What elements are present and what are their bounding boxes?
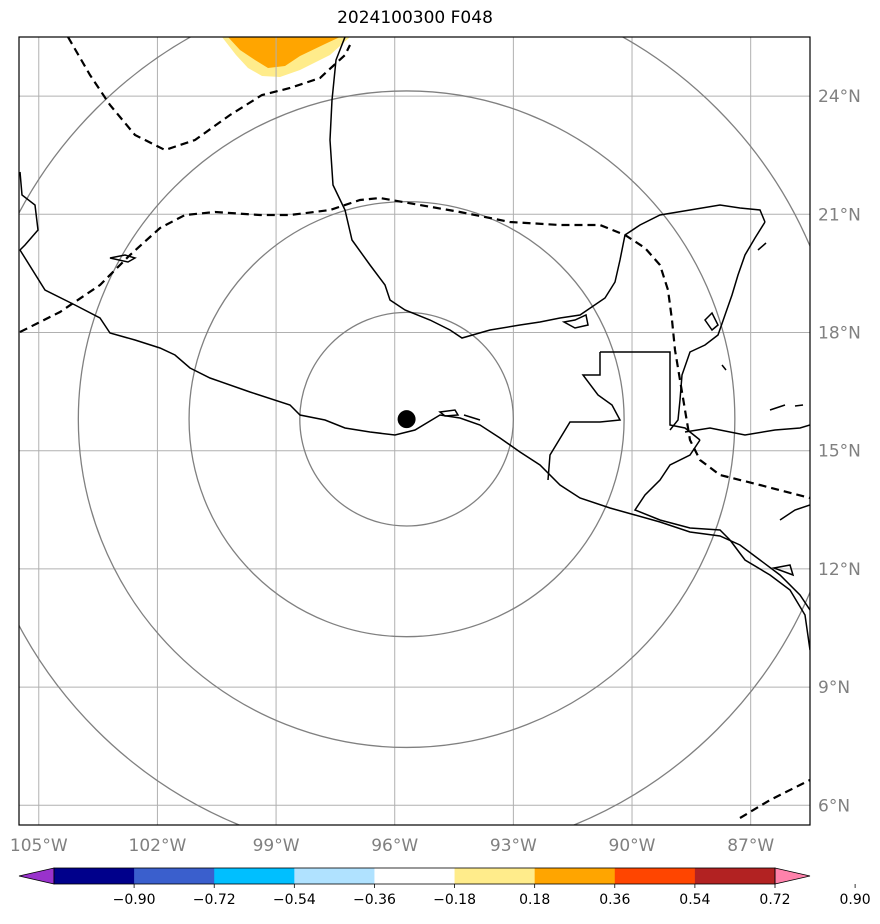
coastlines [19, 37, 810, 651]
colorbar-extend-low [18, 867, 55, 885]
colorbar: −0.90 −0.72 −0.54 −0.36 −0.18 0.18 0.36 0.54 0.7… [18, 867, 871, 908]
colorbar-tick-label: −0.54 [273, 892, 316, 908]
longitude-tick-label: 87°W [727, 836, 774, 856]
longitude-labels: 105°W 102°W 99°W 96°W 93°W 90°W 87°W [10, 836, 774, 856]
range-rings [19, 37, 810, 825]
colorbar-tick-label: −0.36 [353, 892, 396, 908]
anomaly-shading-strong [228, 37, 340, 68]
latitude-tick-label: 15°N [818, 442, 861, 462]
latitude-tick-label: 21°N [818, 205, 861, 225]
latitude-labels: 6°N 9°N 12°N 15°N 18°N 21°N 24°N [818, 87, 861, 816]
colorbar-segment [214, 868, 295, 884]
colorbar-segment [134, 868, 215, 884]
colorbar-segment [374, 868, 456, 884]
colorbar-segment [694, 868, 776, 884]
map-frame [18, 36, 811, 826]
longitude-tick-label: 90°W [609, 836, 656, 856]
colorbar-segment [54, 868, 135, 884]
colorbar-segment [534, 868, 616, 884]
colorbar-tick-label: 0.90 [840, 892, 871, 908]
latitude-tick-label: 6°N [818, 796, 850, 816]
colorbar-tick-label: 0.72 [759, 892, 790, 908]
longitude-tick-label: 99°W [253, 836, 300, 856]
colorbar-tick-label: 0.54 [679, 892, 710, 908]
latitude-tick-label: 9°N [818, 678, 850, 698]
latitude-tick-label: 18°N [818, 324, 861, 344]
colorbar-tick-label: 0.36 [599, 892, 630, 908]
colorbar-frame [53, 867, 776, 885]
latitude-tick-label: 24°N [818, 87, 861, 107]
zero-contours [19, 37, 810, 819]
longitude-tick-label: 93°W [490, 836, 537, 856]
range-ring [299, 311, 515, 527]
longitude-tick-label: 96°W [371, 836, 418, 856]
colorbar-segment [614, 868, 696, 884]
colorbar-tick-label: −0.18 [433, 892, 476, 908]
longitude-tick-label: 105°W [10, 836, 68, 856]
range-ring [188, 201, 625, 638]
storm-center-marker [397, 410, 416, 429]
latitude-tick-label: 12°N [818, 560, 861, 580]
colorbar-segment [294, 868, 375, 884]
colorbar-tick-label: −0.72 [193, 892, 236, 908]
colorbar-extend-high [774, 867, 811, 885]
map-title: 2024100300 F048 [337, 8, 493, 28]
colorbar-tick-label: −0.90 [113, 892, 156, 908]
colorbar-tick-label: 0.18 [519, 892, 550, 908]
colorbar-segment [454, 868, 536, 884]
longitude-tick-label: 102°W [129, 836, 187, 856]
range-ring [77, 90, 736, 749]
